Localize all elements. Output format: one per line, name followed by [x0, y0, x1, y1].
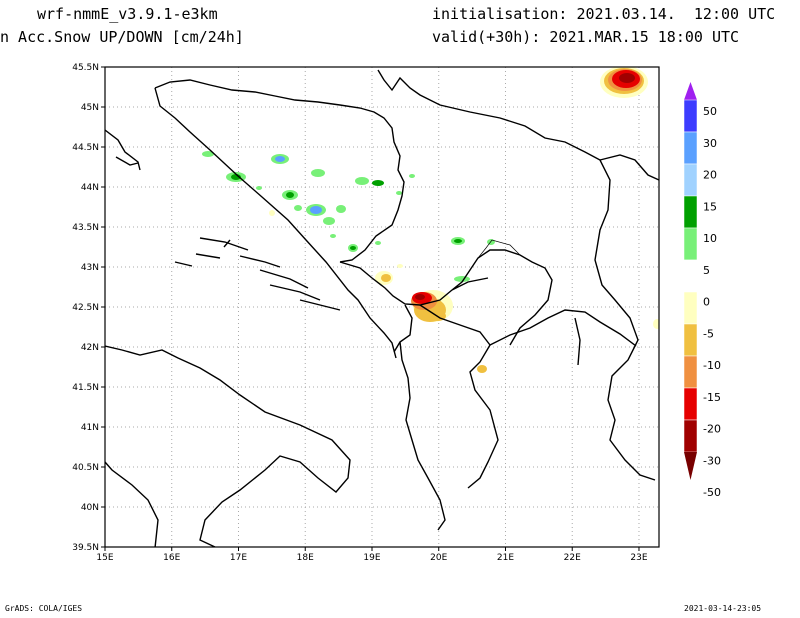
- colorbar-bottom-arrow: [684, 452, 697, 480]
- colorbar-swatch: [683, 195, 698, 229]
- lon-label: 21E: [497, 553, 514, 563]
- colorbar-label: 15: [703, 200, 717, 213]
- colorbar-label: -20: [703, 423, 721, 436]
- colorbar-label: -10: [703, 359, 721, 372]
- colorbar-label: 50: [703, 105, 717, 118]
- lat-label: 41N: [81, 423, 99, 433]
- lat-label: 39.5N: [72, 543, 99, 553]
- colorbar-swatch: [683, 291, 698, 325]
- colorbar-swatch: [683, 227, 698, 261]
- colorbar-swatch: [683, 355, 698, 389]
- lon-label: 22E: [564, 553, 581, 563]
- colorbar-label: -5: [703, 327, 714, 340]
- colorbar-label: -30: [703, 454, 721, 467]
- lat-label: 42N: [81, 343, 99, 353]
- colorbar-swatch: [683, 419, 698, 453]
- lon-label: 17E: [230, 553, 247, 563]
- grid-lines: [105, 67, 659, 547]
- lon-label: 20E: [430, 553, 447, 563]
- colorbar-swatch: [683, 131, 698, 165]
- axis-labels: 45.5N 45N 44.5N 44N 43.5N 43N 42.5N 42N 41.5N 41N…: [72, 63, 648, 563]
- valid-time: valid(+30h): 2021.MAR.15 18:00 UTC: [432, 28, 740, 46]
- footer-left: GrADS: COLA/IGES: [5, 604, 83, 613]
- lon-label: 16E: [163, 553, 180, 563]
- footer-right: 2021-03-14-23:05: [684, 604, 762, 613]
- colorbar-swatch: [683, 387, 698, 421]
- colorbar-label: 5: [703, 264, 710, 277]
- colorbar-label: -15: [703, 391, 721, 404]
- lat-label: 43N: [81, 263, 99, 273]
- lat-label: 44N: [81, 183, 99, 193]
- lat-label: 40N: [81, 503, 99, 513]
- field-title: n Acc.Snow UP/DOWN [cm/24h]: [0, 28, 244, 46]
- colorbar-label: 20: [703, 169, 717, 182]
- lat-label: 45N: [81, 103, 99, 113]
- precip-fields: [202, 67, 659, 373]
- model-title: wrf-nmmE_v3.9.1-e3km: [37, 5, 218, 23]
- lon-label: 23E: [630, 553, 647, 563]
- lon-label: 19E: [363, 553, 380, 563]
- lat-label: 40.5N: [72, 463, 99, 473]
- lat-label: 43.5N: [72, 223, 99, 233]
- lon-label: 18E: [297, 553, 314, 563]
- lon-label: 15E: [96, 553, 113, 563]
- colorbar-label: 30: [703, 137, 717, 150]
- colorbar-swatch: [683, 259, 698, 293]
- colorbar-swatch: [683, 99, 698, 133]
- lat-label: 45.5N: [72, 63, 99, 73]
- colorbar-label: 10: [703, 232, 717, 245]
- colorbar-label: 0: [703, 296, 710, 309]
- coastlines-borders: [105, 69, 659, 547]
- colorbar-top-arrow: [684, 82, 697, 100]
- init-time: initialisation: 2021.03.14. 12:00 UTC: [432, 5, 776, 23]
- lat-label: 42.5N: [72, 303, 99, 313]
- colorbar-swatch: [683, 163, 698, 197]
- colorbar-swatch: [683, 323, 698, 357]
- colorbar-label: -50: [703, 486, 721, 499]
- lat-label: 41.5N: [72, 383, 99, 393]
- lat-label: 44.5N: [72, 143, 99, 153]
